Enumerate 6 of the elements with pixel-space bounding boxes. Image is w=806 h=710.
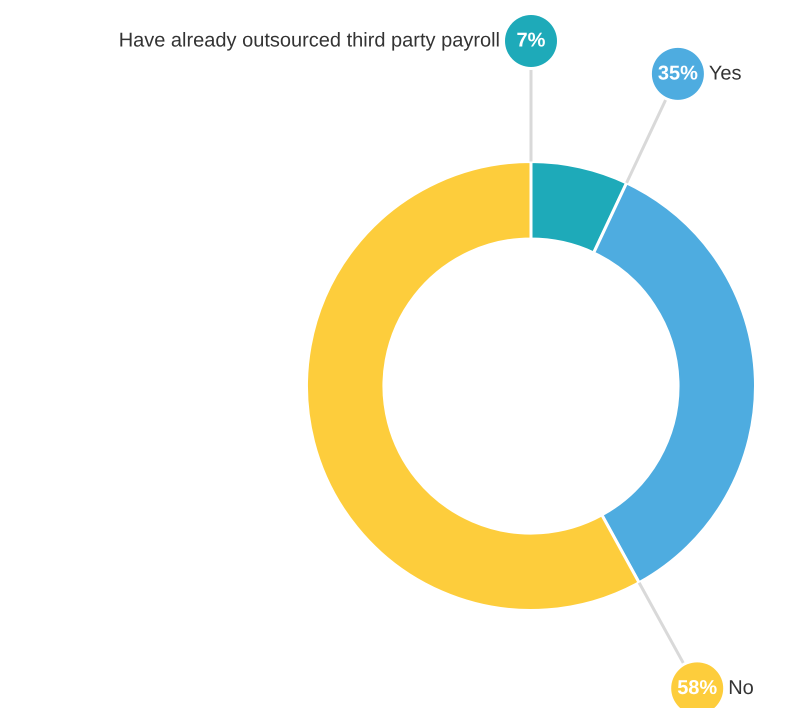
data-label: 58% bbox=[677, 676, 718, 699]
data-label: 35% bbox=[658, 62, 698, 84]
slice-label: No bbox=[728, 676, 754, 699]
slice-label: Have already outsourced third party payroll bbox=[118, 30, 500, 52]
data-label: 7% bbox=[516, 30, 546, 52]
slice-label: Yes bbox=[708, 62, 742, 84]
